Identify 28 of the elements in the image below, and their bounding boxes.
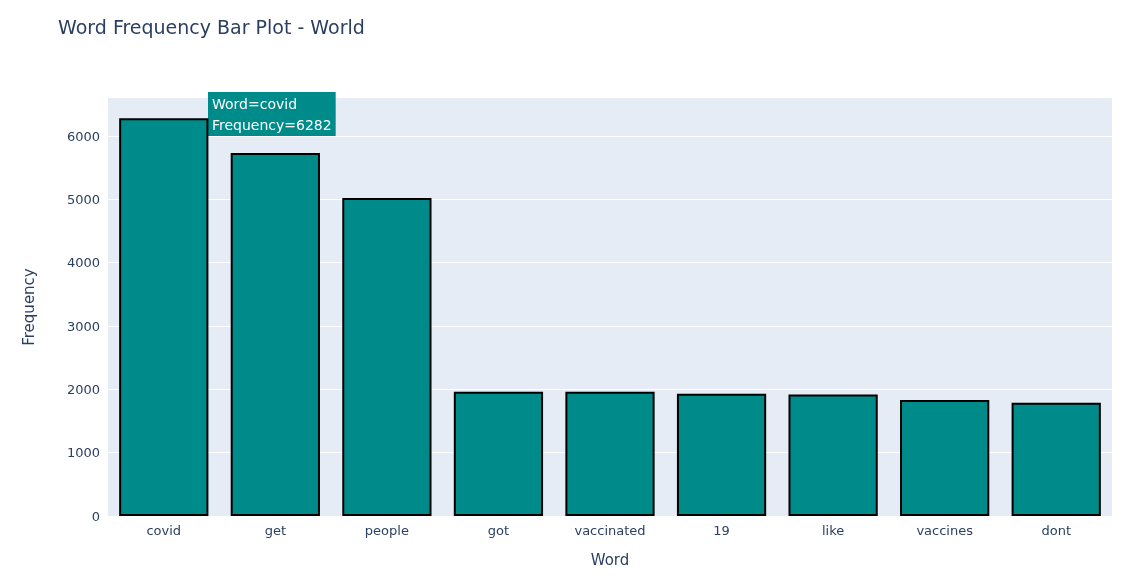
bar	[565, 391, 655, 516]
bar	[342, 198, 432, 516]
y-tick-label: 0	[91, 508, 100, 524]
x-tick-label: vaccinated	[574, 523, 646, 538]
y-axis-title: Frequency	[19, 268, 38, 346]
bar	[1011, 402, 1101, 516]
annotation: Word=covid Frequency=6282	[212, 95, 332, 133]
y-tick-label: 4000	[66, 255, 100, 271]
x-tick-label: got	[487, 523, 510, 538]
bar	[230, 153, 320, 516]
y-tick-label: 2000	[66, 381, 100, 397]
x-tick-label: 19	[713, 523, 730, 538]
x-tick-label: vaccines	[916, 523, 974, 538]
x-tick-label: covid	[146, 523, 182, 538]
bar	[676, 393, 767, 516]
y-tick-label: 5000	[66, 191, 100, 207]
y-tick-label: 3000	[66, 318, 100, 334]
bar	[788, 394, 878, 516]
y-tick-label: 6000	[66, 128, 100, 144]
x-tick-label: dont	[1041, 523, 1071, 538]
x-axis-title: Word	[590, 550, 630, 569]
x-tick-label: get	[264, 523, 287, 538]
x-tick-label: like	[821, 523, 845, 538]
bar	[900, 400, 990, 516]
bar	[453, 391, 544, 516]
x-tick-label: people	[364, 523, 409, 538]
y-tick-label: 1000	[66, 445, 100, 461]
chart-title: Word Frequency Bar Plot - World	[58, 15, 365, 38]
